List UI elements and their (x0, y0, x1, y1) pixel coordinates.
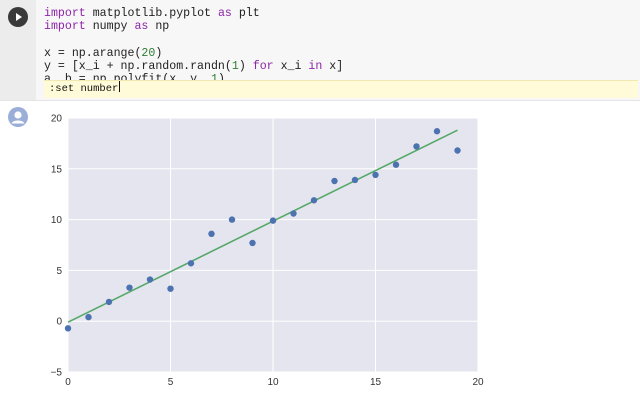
code-line: x = np.arange(20) (44, 46, 163, 60)
y-tick-label: 5 (56, 266, 62, 277)
x-tick-label: 5 (168, 377, 174, 388)
data-point (249, 239, 256, 247)
vim-command-line[interactable]: :set number (44, 80, 638, 98)
code-line: ​ (44, 33, 343, 46)
data-point (290, 210, 297, 217)
play-icon (16, 13, 22, 21)
code-line: import matplotlib.pyplot as plt (44, 7, 260, 20)
fit-line (67, 129, 458, 323)
code-cell[interactable]: import matplotlib.pyplot as plt import nu… (0, 0, 640, 101)
y-tick-label: −5 (51, 368, 63, 379)
code-editor[interactable]: import matplotlib.pyplot as plt import nu… (44, 7, 343, 86)
data-point (105, 298, 113, 306)
x-tick-label: 0 (65, 377, 71, 388)
data-point (351, 176, 359, 184)
data-point (433, 128, 441, 135)
data-point (228, 216, 236, 223)
data-point (413, 143, 420, 150)
data-point (454, 147, 461, 154)
x-tick-label: 15 (370, 377, 382, 388)
data-point (167, 285, 174, 292)
data-point (310, 197, 318, 204)
code-line: y = [x_i + np.random.randn(1) for x_i in… (44, 59, 344, 73)
text-cursor (119, 81, 121, 92)
data-point (187, 260, 195, 267)
code-line: import numpy as np (44, 20, 170, 34)
x-tick-label: 20 (472, 377, 484, 388)
data-point (269, 217, 277, 224)
vim-command-text: :set number (49, 83, 119, 95)
run-cell-button[interactable] (8, 7, 28, 27)
data-point (85, 313, 92, 321)
data-point (372, 171, 379, 179)
x-tick-label: 10 (267, 377, 279, 388)
data-point (392, 161, 400, 168)
y-tick-label: 20 (51, 114, 63, 125)
y-tick-label: 0 (56, 317, 62, 328)
cell-gutter (0, 0, 36, 100)
data-point (331, 177, 338, 185)
user-avatar-icon (8, 107, 28, 127)
data-point (146, 276, 154, 283)
data-point (126, 284, 133, 291)
data-point (64, 325, 72, 332)
y-tick-label: 10 (51, 215, 63, 226)
y-tick-label: 15 (51, 164, 63, 175)
data-point (208, 230, 215, 238)
